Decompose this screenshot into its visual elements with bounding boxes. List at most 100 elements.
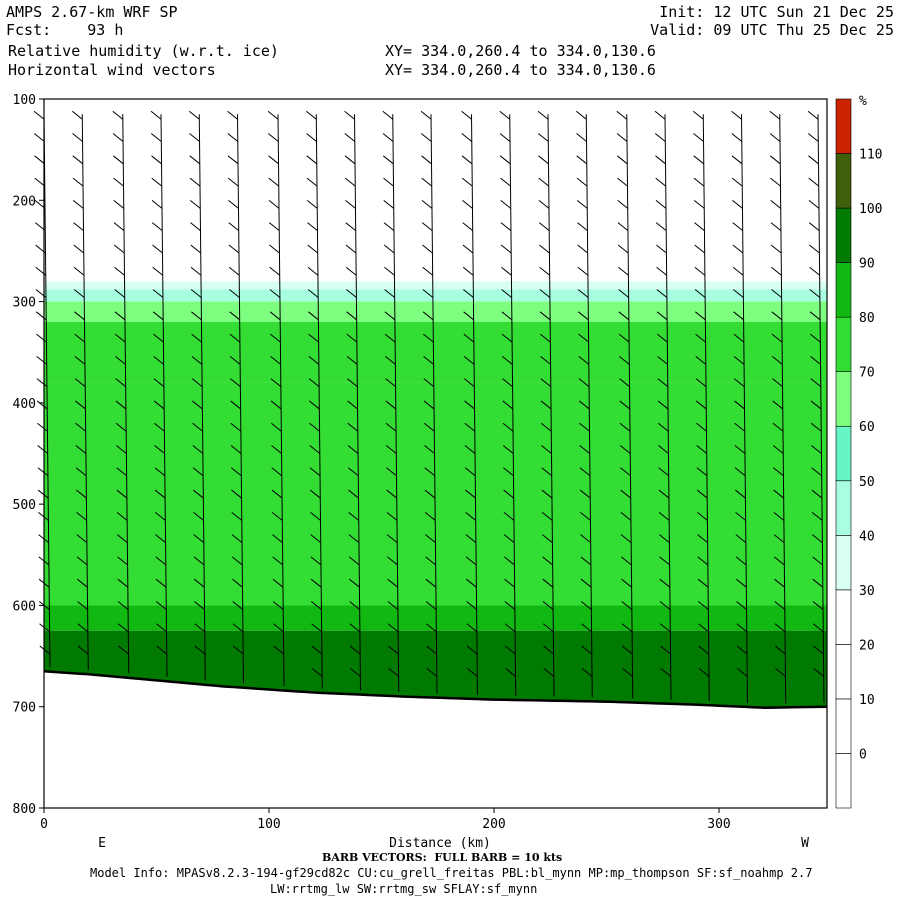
barb-flag — [425, 556, 436, 566]
barb-flag — [695, 355, 707, 365]
barb-flag — [464, 445, 476, 454]
colorbar-label: 80 — [859, 311, 875, 326]
barb-flag — [808, 177, 820, 187]
barb-flag — [75, 422, 86, 432]
barb-flag — [698, 623, 709, 633]
barb-flag — [420, 133, 432, 142]
barb-shaft — [81, 114, 89, 670]
rh-layer-3 — [44, 321, 827, 383]
barb-flag — [112, 133, 124, 142]
barb-flag — [578, 311, 589, 321]
barb-flag — [423, 333, 434, 343]
barb-flag — [580, 578, 592, 588]
barb-flag — [540, 355, 551, 365]
barb-flag — [773, 467, 784, 477]
barb-flag — [229, 333, 241, 343]
barb-flag — [76, 511, 87, 521]
barb-flag — [731, 133, 743, 142]
barb-flag — [151, 199, 163, 209]
barb-flag — [770, 244, 782, 254]
barb-column-11 — [461, 110, 478, 695]
barb-flag — [230, 422, 242, 432]
xy-range-2: XY= 334.0,260.4 to 334.0,130.6 — [385, 61, 656, 79]
barb-flag — [501, 311, 513, 321]
barb-flag — [810, 355, 821, 365]
barb-flag — [541, 467, 553, 477]
barb-flag — [538, 177, 550, 187]
barb-flag — [348, 511, 360, 521]
barb-flag — [150, 110, 162, 120]
barb-flag — [616, 110, 628, 120]
barb-flag — [273, 645, 284, 655]
barb-flag — [231, 489, 242, 499]
barb-flag — [541, 489, 553, 499]
barb-flag — [695, 400, 707, 410]
barb-column-3 — [150, 110, 168, 677]
barb-flag — [270, 400, 282, 410]
field-label-rh: Relative humidity (w.r.t. ice) — [8, 42, 279, 60]
barb-flag — [347, 400, 358, 410]
barb-flag — [657, 422, 669, 432]
barb-flag — [193, 511, 204, 521]
barb-flag — [809, 333, 821, 343]
barb-flag — [576, 199, 588, 209]
barb-flag — [774, 601, 786, 610]
barb-flag — [344, 177, 356, 187]
barb-flag — [192, 489, 204, 499]
barb-flag — [657, 378, 669, 388]
barb-flag — [387, 556, 398, 566]
barb-flag — [272, 578, 284, 588]
colorbar-swatch — [835, 698, 852, 754]
barb-flag — [696, 489, 708, 499]
barb-flag — [812, 623, 824, 633]
colorbar-swatch — [835, 98, 852, 154]
barb-flag — [694, 266, 706, 276]
barb-flag — [269, 311, 281, 321]
barb-flag — [502, 445, 514, 454]
barb-flag — [771, 289, 782, 298]
barb-column-6 — [267, 110, 285, 687]
barb-flag — [383, 199, 395, 209]
barb-flag — [114, 311, 126, 321]
barb-flag — [231, 534, 243, 544]
barb-flag — [576, 177, 588, 187]
barb-flag — [537, 110, 549, 120]
barb-shaft — [198, 114, 206, 681]
barb-flag — [774, 645, 786, 655]
barb-flag — [656, 289, 668, 298]
barb-flag — [194, 601, 205, 610]
barb-column-0 — [33, 110, 51, 668]
barb-flag — [348, 489, 359, 499]
barb-flag — [75, 445, 87, 454]
barb-flag — [232, 623, 244, 633]
barb-flag — [271, 467, 283, 477]
barb-flag — [771, 311, 783, 321]
barb-flag — [769, 155, 781, 165]
barb-flag — [502, 400, 514, 410]
barb-flag — [617, 222, 629, 232]
barb-shaft — [122, 114, 130, 674]
barb-flag — [773, 556, 785, 566]
barb-flag — [150, 133, 162, 142]
barb-flag — [808, 199, 820, 209]
barb-flag — [113, 199, 125, 209]
barb-flag — [810, 378, 822, 388]
barb-flag — [77, 645, 89, 655]
barb-flag — [232, 645, 244, 655]
barb-flag — [773, 489, 784, 499]
barb-flag — [36, 355, 48, 365]
barb-flag — [694, 222, 705, 232]
x-left-label: E — [98, 836, 106, 851]
plot-frame — [43, 98, 828, 809]
barb-flag — [731, 177, 743, 187]
barb-flag — [501, 333, 513, 343]
barb-flag — [732, 266, 744, 276]
barb-flag — [77, 578, 88, 588]
barb-flag — [617, 177, 628, 187]
barb-flag — [619, 400, 631, 410]
barb-flag — [425, 601, 437, 610]
barb-flag — [772, 445, 784, 454]
colorbar-label: 90 — [859, 257, 875, 272]
barb-flag — [189, 199, 201, 209]
colorbar-swatch — [835, 371, 852, 427]
